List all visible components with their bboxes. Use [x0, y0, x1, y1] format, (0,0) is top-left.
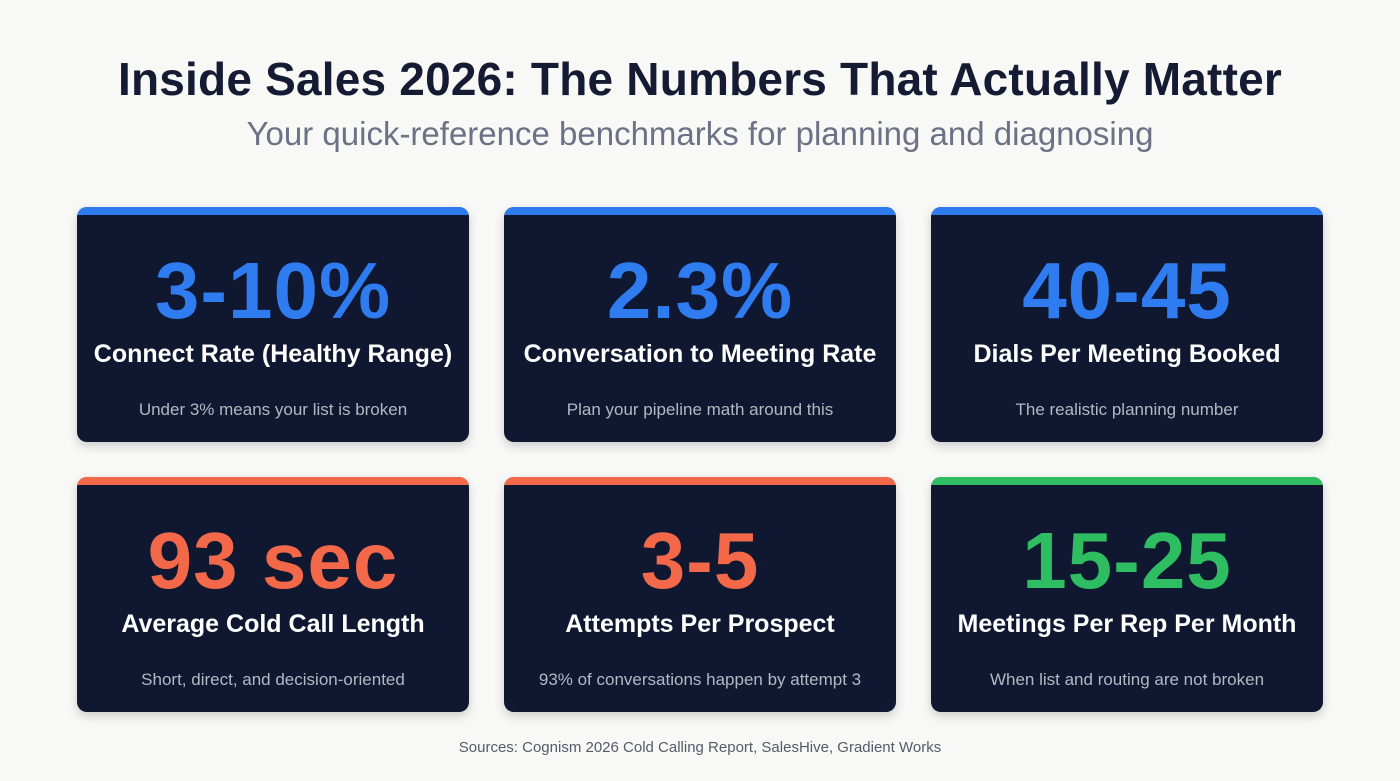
- stat-label: Attempts Per Prospect: [565, 610, 835, 638]
- sources-note: Sources: Cognism 2026 Cold Calling Repor…: [458, 739, 942, 756]
- stat-value: 93 sec: [147, 516, 399, 605]
- stat-note: When list and routing are not broken: [989, 670, 1265, 689]
- stat-value: 15-25: [1022, 516, 1232, 605]
- accent-bar: [504, 207, 896, 215]
- stat-note: Short, direct, and decision-oriented: [141, 670, 405, 689]
- stat-label: Conversation to Meeting Rate: [523, 340, 877, 368]
- stat-label: Meetings Per Rep Per Month: [957, 610, 1297, 638]
- page-subtitle: Your quick-reference benchmarks for plan…: [246, 115, 1154, 152]
- stat-card: 2.3% Conversation to Meeting Rate Plan y…: [504, 207, 896, 442]
- accent-bar: [931, 477, 1323, 485]
- accent-bar: [77, 207, 469, 215]
- stat-note: Plan your pipeline math around this: [566, 400, 834, 419]
- stat-note: Under 3% means your list is broken: [138, 400, 408, 419]
- stat-value: 3-10%: [154, 246, 392, 335]
- accent-bar: [931, 207, 1323, 215]
- stat-card: 93 sec Average Cold Call Length Short, d…: [77, 477, 469, 712]
- stat-label: Connect Rate (Healthy Range): [93, 340, 453, 368]
- accent-bar: [504, 477, 896, 485]
- stat-label: Dials Per Meeting Booked: [973, 340, 1281, 368]
- stat-value: 40-45: [1022, 246, 1232, 335]
- stat-value: 2.3%: [606, 246, 794, 335]
- stat-value: 3-5: [640, 516, 760, 605]
- stat-card: 15-25 Meetings Per Rep Per Month When li…: [931, 477, 1323, 712]
- page-title: Inside Sales 2026: The Numbers That Actu…: [118, 53, 1282, 105]
- stat-note: 93% of conversations happen by attempt 3: [538, 670, 862, 689]
- accent-bar: [77, 477, 469, 485]
- stat-note: The realistic planning number: [1015, 400, 1239, 419]
- stat-label: Average Cold Call Length: [121, 610, 425, 638]
- stat-card: 3-10% Connect Rate (Healthy Range) Under…: [77, 207, 469, 442]
- stat-card: 40-45 Dials Per Meeting Booked The reali…: [931, 207, 1323, 442]
- stat-card: 3-5 Attempts Per Prospect 93% of convers…: [504, 477, 896, 712]
